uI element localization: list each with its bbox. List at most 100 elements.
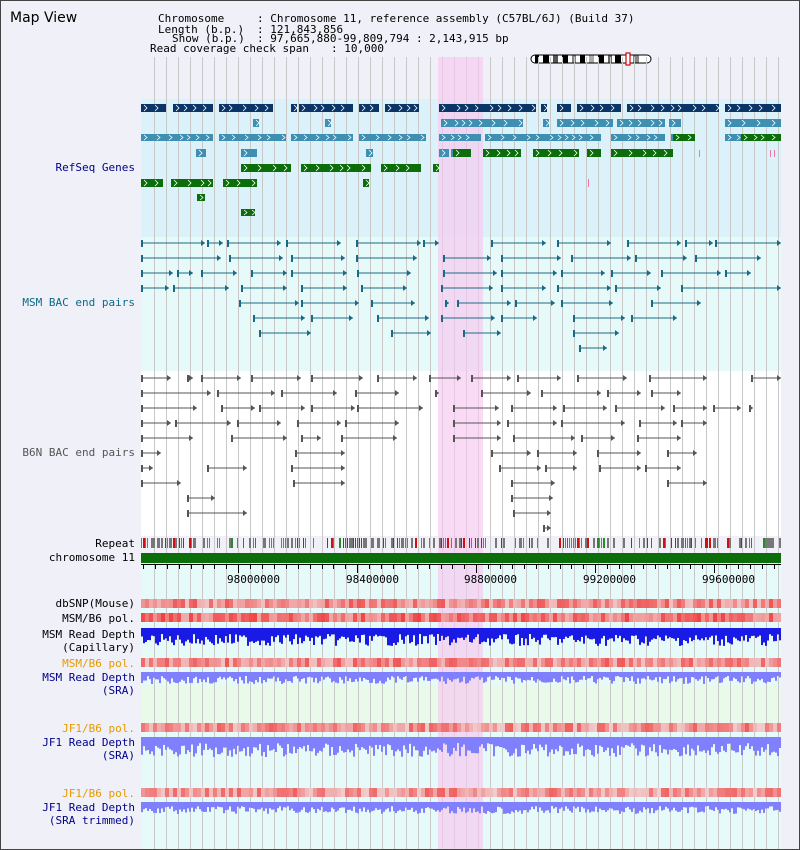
depth-bar bbox=[539, 672, 541, 681]
depth-bar bbox=[401, 737, 403, 757]
bac-end-pair bbox=[725, 270, 751, 277]
refseq-track-label[interactable]: RefSeq Genes bbox=[55, 161, 135, 174]
depth-bar bbox=[159, 802, 161, 814]
heat-cell bbox=[301, 723, 305, 732]
depth-bar bbox=[493, 802, 495, 813]
depth-bar bbox=[531, 802, 533, 807]
chromosome-ideogram[interactable] bbox=[529, 52, 655, 66]
depth-bar bbox=[445, 628, 447, 638]
heat-cell bbox=[489, 788, 493, 797]
heat-cell bbox=[445, 613, 449, 622]
depth-bar bbox=[409, 737, 411, 744]
heat-cell bbox=[769, 599, 773, 608]
heat-cell bbox=[377, 613, 381, 622]
depth-bar bbox=[207, 672, 209, 678]
depth-bar bbox=[619, 737, 621, 755]
msm-bac-track-label[interactable]: MSM BAC end pairs bbox=[22, 296, 135, 309]
depth-bar bbox=[561, 628, 563, 643]
depth-bar bbox=[185, 628, 187, 642]
depth-bar bbox=[287, 737, 289, 745]
msm-read-depth-capillary-label[interactable]: MSM Read Depth bbox=[42, 628, 135, 641]
repeat-mark bbox=[745, 538, 747, 548]
axis-tick bbox=[523, 565, 525, 569]
depth-bar bbox=[253, 672, 255, 684]
depth-bar bbox=[607, 628, 609, 640]
depth-bar bbox=[673, 802, 675, 808]
heat-cell bbox=[413, 613, 417, 622]
depth-bar bbox=[311, 628, 313, 638]
depth-bar bbox=[371, 737, 373, 748]
depth-bar bbox=[281, 628, 283, 644]
heat-cell bbox=[149, 613, 153, 622]
depth-bar bbox=[249, 628, 251, 642]
heat-cell bbox=[301, 658, 305, 667]
depth-bar bbox=[301, 802, 303, 810]
depth-bar bbox=[601, 802, 603, 811]
msm-b6-pol-sra-label[interactable]: MSM/B6 pol. bbox=[62, 657, 135, 670]
depth-bar bbox=[485, 672, 487, 682]
depth-bar bbox=[721, 628, 723, 640]
heat-cell bbox=[721, 788, 725, 797]
depth-bar bbox=[779, 672, 781, 678]
depth-bar bbox=[273, 672, 275, 677]
axis-tick bbox=[666, 565, 668, 569]
jf1-read-depth-trimmed-label[interactable]: JF1 Read Depth bbox=[42, 801, 135, 814]
bac-end-pair bbox=[597, 450, 641, 457]
depth-bar bbox=[409, 802, 411, 810]
dbsnp-track-label[interactable]: dbSNP(Mouse) bbox=[55, 597, 135, 610]
b6n-bac-track-label[interactable]: B6N BAC end pairs bbox=[22, 446, 135, 459]
heat-cell bbox=[441, 723, 445, 732]
heat-cell bbox=[281, 613, 285, 622]
depth-bar bbox=[551, 672, 553, 683]
depth-bar bbox=[221, 802, 223, 808]
depth-bar bbox=[265, 628, 267, 646]
depth-bar bbox=[371, 672, 373, 683]
depth-bar bbox=[305, 628, 307, 636]
gene-feature bbox=[439, 149, 449, 157]
depth-bar bbox=[271, 737, 273, 751]
depth-bar bbox=[153, 672, 155, 678]
heat-cell bbox=[733, 599, 737, 608]
repeat-mark bbox=[577, 538, 579, 548]
depth-bar bbox=[457, 628, 459, 638]
depth-bar bbox=[421, 672, 423, 677]
depth-bar bbox=[529, 802, 531, 810]
depth-bar bbox=[201, 802, 203, 812]
msm-b6-pol-track-label[interactable]: MSM/B6 pol. bbox=[62, 612, 135, 625]
heat-cell bbox=[477, 599, 481, 608]
msm-read-depth-sra-label[interactable]: MSM Read Depth bbox=[42, 671, 135, 684]
heat-cell bbox=[625, 658, 629, 667]
axis-tick bbox=[273, 565, 275, 569]
depth-bar bbox=[281, 737, 283, 748]
depth-bar bbox=[569, 802, 571, 811]
depth-bar bbox=[149, 672, 151, 680]
jf1-b6-pol-trimmed-label[interactable]: JF1/B6 pol. bbox=[62, 787, 135, 800]
depth-bar bbox=[191, 628, 193, 644]
depth-bar bbox=[663, 672, 665, 679]
depth-bar bbox=[657, 672, 659, 682]
depth-bar bbox=[487, 737, 489, 744]
heat-cell bbox=[277, 788, 281, 797]
jf1-b6-pol-label[interactable]: JF1/B6 pol. bbox=[62, 722, 135, 735]
heat-cell bbox=[397, 658, 401, 667]
depth-bar bbox=[225, 802, 227, 811]
jf1-read-depth-label[interactable]: JF1 Read Depth bbox=[42, 736, 135, 749]
heat-cell bbox=[405, 788, 409, 797]
heat-cell bbox=[649, 613, 653, 622]
heat-cell bbox=[349, 658, 353, 667]
bac-end-pair bbox=[345, 420, 399, 427]
heat-cell bbox=[173, 613, 177, 622]
depth-bar bbox=[635, 628, 637, 636]
depth-bar bbox=[147, 737, 149, 751]
depth-bar bbox=[725, 737, 727, 753]
heat-cell bbox=[517, 788, 521, 797]
heat-cell bbox=[629, 723, 633, 732]
depth-bar bbox=[559, 672, 561, 683]
depth-bar bbox=[193, 802, 195, 812]
depth-bar bbox=[491, 672, 493, 680]
depth-bar bbox=[375, 737, 377, 745]
highlight-region[interactable] bbox=[438, 57, 483, 849]
depth-bar bbox=[553, 628, 555, 638]
repeat-mark bbox=[607, 538, 609, 548]
depth-bar bbox=[717, 628, 719, 642]
